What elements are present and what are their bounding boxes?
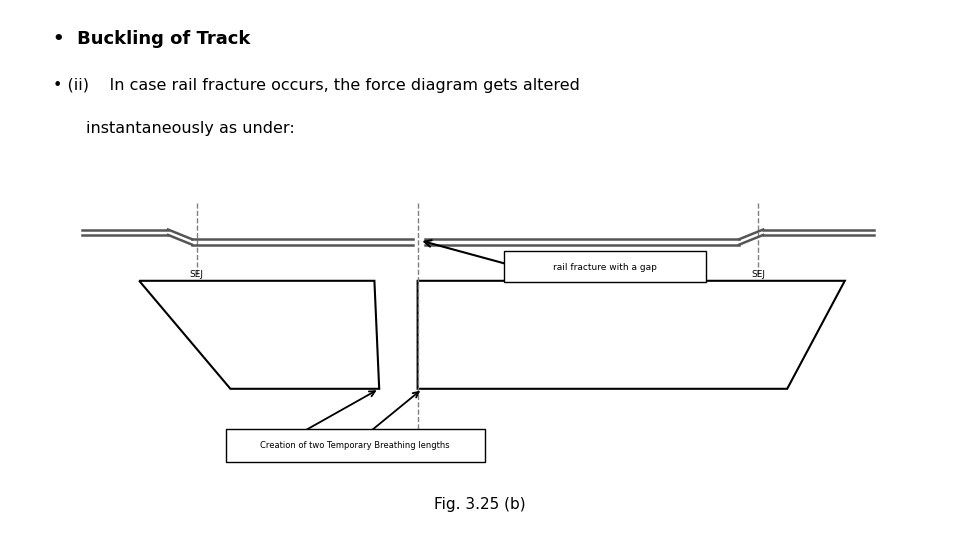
FancyBboxPatch shape [226,429,485,462]
Text: SEJ: SEJ [752,270,765,279]
Text: Creation of two Temporary Breathing lengths: Creation of two Temporary Breathing leng… [260,441,450,450]
Text: Fig. 3.25 (b): Fig. 3.25 (b) [434,497,526,512]
Text: •  Buckling of Track: • Buckling of Track [53,30,251,48]
Text: rail fracture with a gap: rail fracture with a gap [553,263,657,272]
FancyBboxPatch shape [504,251,706,282]
Text: SEJ: SEJ [190,270,204,279]
Text: • (ii)    In case rail fracture occurs, the force diagram gets altered: • (ii) In case rail fracture occurs, the… [53,78,580,93]
Text: instantaneously as under:: instantaneously as under: [86,122,295,137]
